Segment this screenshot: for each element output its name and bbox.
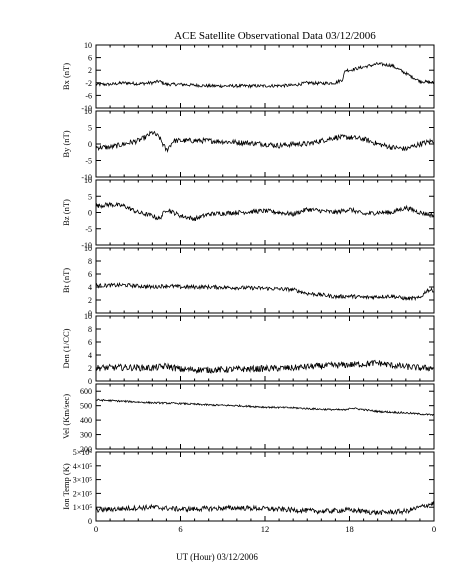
panels-layer: 10 6 2 -2 -6 -10 Bx (nT) 10 5 0 -5 -10 By (nT) 10 5 0 -5…: [61, 41, 435, 526]
y-tick-label: 2: [88, 296, 92, 305]
y-tick-label: 8: [88, 325, 92, 334]
y-tick-label: 0: [88, 209, 92, 218]
y-axis-label: Ion Temp (K): [61, 463, 71, 510]
x-axis: 0 6 12 18 0: [94, 524, 436, 534]
series-line: [95, 398, 434, 417]
panel-1: 10 6 2 -2 -6 -10 Bx (nT): [61, 41, 435, 113]
y-tick-label: 300: [80, 431, 92, 440]
series-line: [95, 281, 435, 302]
y-tick-label: 1×10⁵: [73, 503, 93, 512]
y-axis-label: By (nT): [61, 130, 71, 157]
panel-frame: [95, 247, 435, 314]
series-line: [95, 359, 435, 375]
y-axis-label: Bx (nT): [61, 63, 71, 90]
y-tick-label: -6: [85, 91, 92, 100]
y-tick-label: 4×10⁵: [73, 462, 93, 471]
y-tick-label: 2: [88, 66, 92, 75]
y-tick-label: 10: [84, 312, 92, 321]
y-tick-label: 5: [88, 124, 92, 133]
panel-frame: [95, 44, 435, 109]
y-tick-label: 2×10⁵: [73, 489, 93, 498]
x-tick-label: 0: [94, 524, 98, 534]
x-tick-label: 6: [178, 524, 182, 534]
chart-title: ACE Satellite Observational Data 03/12/2…: [174, 30, 376, 42]
panel-6: 600 500 400 300 200 Vel (Km/sec): [61, 383, 435, 454]
y-tick-label: -5: [85, 225, 92, 234]
y-tick-label: 600: [80, 387, 92, 396]
panel-2: 10 5 0 -5 -10 By (nT): [61, 107, 435, 182]
y-tick-label: 6: [88, 54, 92, 63]
y-tick-label: 0: [88, 140, 92, 149]
y-tick-label: 400: [80, 416, 92, 425]
y-tick-label: 0: [88, 377, 92, 386]
y-tick-label: 0: [88, 309, 92, 318]
y-tick-label: 10: [84, 41, 92, 50]
y-axis-label: Den (1/CC): [61, 328, 71, 368]
y-tick-label: 10: [84, 176, 92, 185]
y-tick-label: 5×10⁵: [73, 448, 93, 457]
y-tick-label: 3×10⁵: [73, 476, 93, 485]
y-tick-label: -10: [81, 241, 92, 250]
y-tick-label: 6: [88, 338, 92, 347]
y-tick-label: -2: [85, 79, 92, 88]
series-line: [95, 201, 435, 222]
y-tick-label: -5: [85, 157, 92, 166]
y-tick-label: 200: [80, 445, 92, 454]
panel-5: 10 8 6 4 2 0 Den (1/CC): [61, 312, 435, 386]
y-tick-label: 0: [88, 517, 92, 526]
panel-4: 10 8 6 4 2 0 Bt (nT): [61, 244, 435, 318]
y-tick-label: 10: [84, 107, 92, 116]
y-tick-label: 2: [88, 364, 92, 373]
y-tick-label: 8: [88, 257, 92, 266]
x-axis-label: UT (Hour) 03/12/2006: [176, 552, 258, 562]
series-line: [95, 61, 435, 89]
y-tick-label: 6: [88, 270, 92, 279]
x-tick-label: 12: [261, 524, 270, 534]
y-axis-label: Bz (nT): [61, 199, 71, 226]
y-axis-label: Bt (nT): [61, 268, 71, 293]
panel-7: 5×10⁵ 4×10⁵ 3×10⁵ 2×10⁵ 1×10⁵ 0 Ion Temp (K): [61, 448, 435, 526]
series-line: [95, 130, 434, 153]
panel-frame: [95, 315, 435, 382]
y-tick-label: -10: [81, 104, 92, 113]
y-tick-label: -10: [81, 173, 92, 182]
y-tick-label: 5: [88, 192, 92, 201]
y-axis-label: Vel (Km/sec): [61, 394, 71, 439]
y-tick-label: 4: [88, 351, 92, 360]
y-tick-label: 500: [80, 402, 92, 411]
x-tick-label: 0: [432, 524, 436, 534]
panel-3: 10 5 0 -5 -10 Bz (nT): [61, 176, 435, 250]
y-tick-label: 10: [84, 244, 92, 253]
panel-frame: [95, 383, 435, 450]
y-tick-label: 4: [88, 283, 92, 292]
series-line: [95, 501, 435, 516]
x-tick-label: 18: [345, 524, 354, 534]
